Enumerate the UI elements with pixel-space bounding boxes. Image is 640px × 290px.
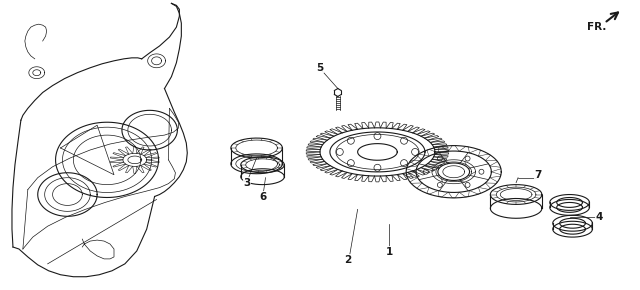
Text: 2: 2 bbox=[344, 255, 351, 265]
Text: FR.: FR. bbox=[588, 22, 607, 32]
Text: 3: 3 bbox=[243, 178, 250, 188]
Text: 4: 4 bbox=[596, 212, 603, 222]
Text: 1: 1 bbox=[386, 247, 393, 257]
Text: 6: 6 bbox=[259, 191, 266, 202]
Text: 5: 5 bbox=[316, 63, 324, 73]
Text: 7: 7 bbox=[534, 170, 541, 180]
